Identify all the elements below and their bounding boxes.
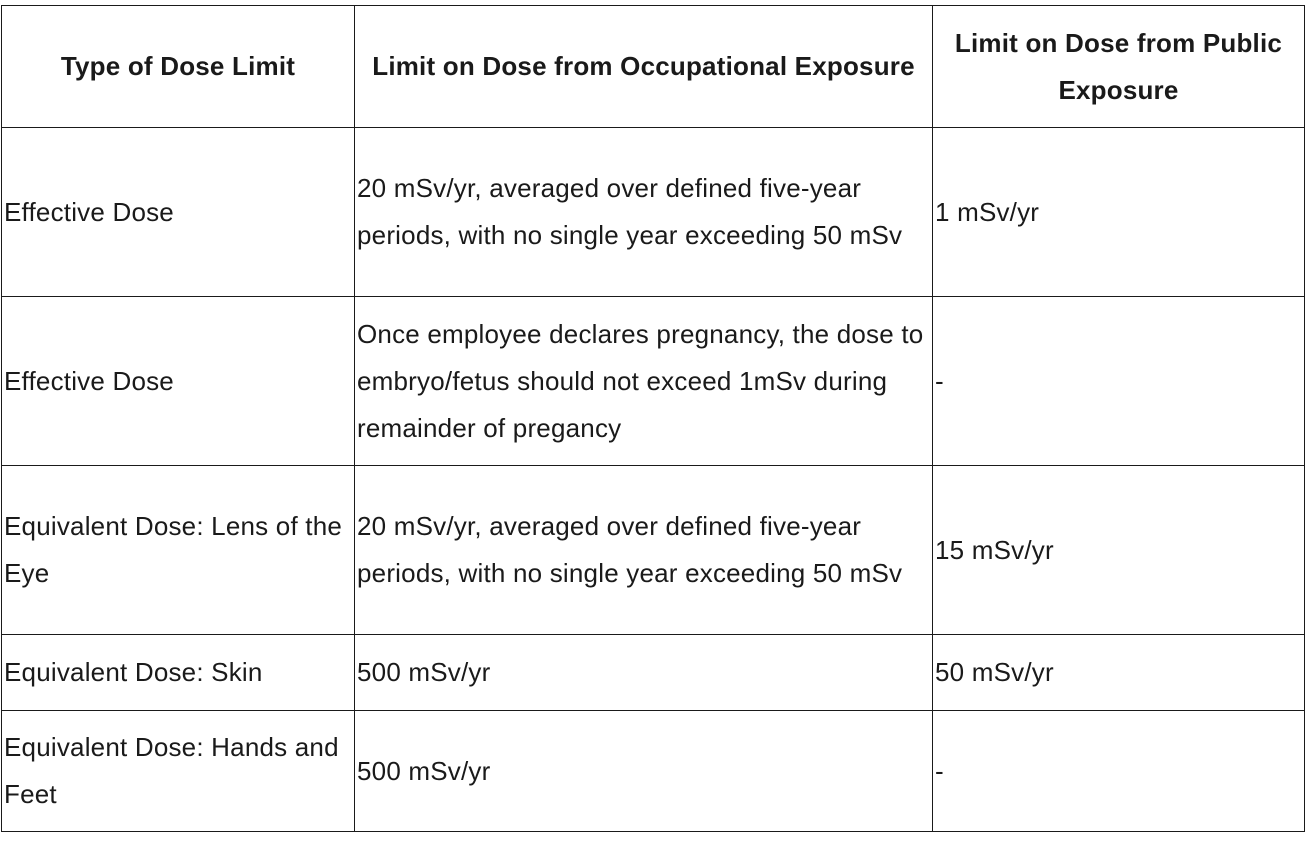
table-row: Effective Dose 20 mSv/yr, averaged over …	[1, 127, 1305, 297]
cell-dose-type: Equivalent Dose: Skin	[1, 634, 355, 711]
cell-public-limit: -	[932, 296, 1305, 466]
header-public-exposure: Limit on Dose from Public Exposure	[932, 5, 1305, 128]
cell-occupational-limit: 20 mSv/yr, averaged over defined five-ye…	[354, 127, 933, 297]
table-row: Equivalent Dose: Hands and Feet 500 mSv/…	[1, 710, 1305, 832]
cell-occupational-limit: 500 mSv/yr	[354, 634, 933, 711]
cell-public-limit: 15 mSv/yr	[932, 465, 1305, 635]
dose-limits-table: Type of Dose Limit Limit on Dose from Oc…	[1, 5, 1305, 832]
cell-dose-type: Effective Dose	[1, 296, 355, 466]
header-occupational-exposure: Limit on Dose from Occupational Exposure	[354, 5, 933, 128]
cell-occupational-limit: 20 mSv/yr, averaged over defined five-ye…	[354, 465, 933, 635]
cell-public-limit: -	[932, 710, 1305, 832]
table-row: Equivalent Dose: Skin 500 mSv/yr 50 mSv/…	[1, 634, 1305, 711]
header-type-of-dose-limit: Type of Dose Limit	[1, 5, 355, 128]
table-header-row: Type of Dose Limit Limit on Dose from Oc…	[1, 5, 1305, 128]
cell-dose-type: Equivalent Dose: Lens of the Eye	[1, 465, 355, 635]
cell-dose-type: Effective Dose	[1, 127, 355, 297]
table-row: Effective Dose Once employee declares pr…	[1, 296, 1305, 466]
table-row: Equivalent Dose: Lens of the Eye 20 mSv/…	[1, 465, 1305, 635]
cell-public-limit: 1 mSv/yr	[932, 127, 1305, 297]
cell-public-limit: 50 mSv/yr	[932, 634, 1305, 711]
cell-dose-type: Equivalent Dose: Hands and Feet	[1, 710, 355, 832]
cell-occupational-limit: 500 mSv/yr	[354, 710, 933, 832]
cell-occupational-limit: Once employee declares pregnancy, the do…	[354, 296, 933, 466]
